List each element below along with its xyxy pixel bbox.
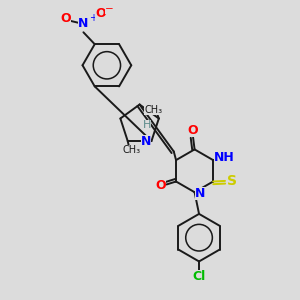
Text: S: S bbox=[226, 174, 236, 188]
Text: N: N bbox=[78, 17, 88, 31]
Text: −: − bbox=[105, 4, 114, 14]
Text: O: O bbox=[95, 8, 106, 20]
Text: O: O bbox=[188, 124, 198, 137]
Text: CH₃: CH₃ bbox=[122, 145, 140, 155]
Text: N: N bbox=[141, 135, 151, 148]
Text: +: + bbox=[89, 13, 97, 23]
Text: O: O bbox=[155, 178, 166, 192]
Text: NH: NH bbox=[214, 151, 235, 164]
Text: H: H bbox=[143, 120, 152, 130]
Text: Cl: Cl bbox=[192, 270, 206, 283]
Text: N: N bbox=[195, 187, 206, 200]
Text: O: O bbox=[61, 12, 71, 26]
Text: CH₃: CH₃ bbox=[144, 105, 163, 115]
